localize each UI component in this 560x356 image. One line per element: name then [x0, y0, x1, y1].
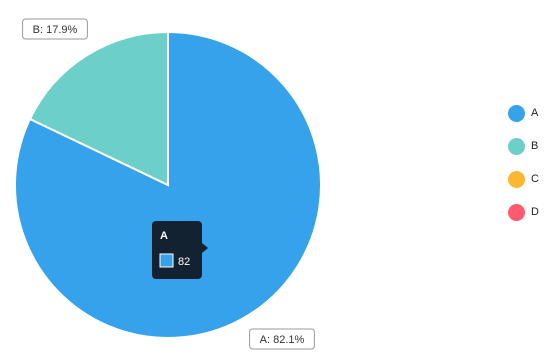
legend-item-c[interactable]: C: [508, 170, 560, 188]
tooltip-swatch: [159, 253, 174, 268]
legend-label-b: B: [531, 140, 539, 152]
data-label-text-a: A: 82.1%: [260, 334, 305, 346]
data-label-text-b: B: 17.9%: [33, 24, 78, 36]
legend-swatch-d: [508, 203, 525, 221]
legend-swatch-a: [508, 104, 525, 122]
legend-label-c: C: [531, 173, 539, 185]
legend-item-b[interactable]: B: [508, 137, 560, 155]
legend-item-a[interactable]: A: [508, 104, 560, 122]
tooltip-title: A: [160, 230, 168, 242]
tooltip-value: 82: [178, 256, 190, 268]
legend-swatch-b: [508, 137, 525, 155]
legend-item-d[interactable]: D: [508, 203, 560, 221]
tooltip: A 82: [152, 221, 208, 279]
data-label-a: A: 82.1%: [249, 328, 315, 350]
data-label-b: B: 17.9%: [22, 18, 88, 40]
legend-label-d: D: [531, 206, 539, 218]
pie-slice-b: [28, 30, 169, 187]
tooltip-caret: [202, 243, 208, 253]
data-label-box-a: [249, 328, 315, 350]
legend-label-a: A: [531, 107, 539, 119]
data-label-box-b: [22, 18, 88, 40]
legend-swatch-c: [508, 170, 525, 188]
legend: A B C D: [508, 104, 560, 236]
